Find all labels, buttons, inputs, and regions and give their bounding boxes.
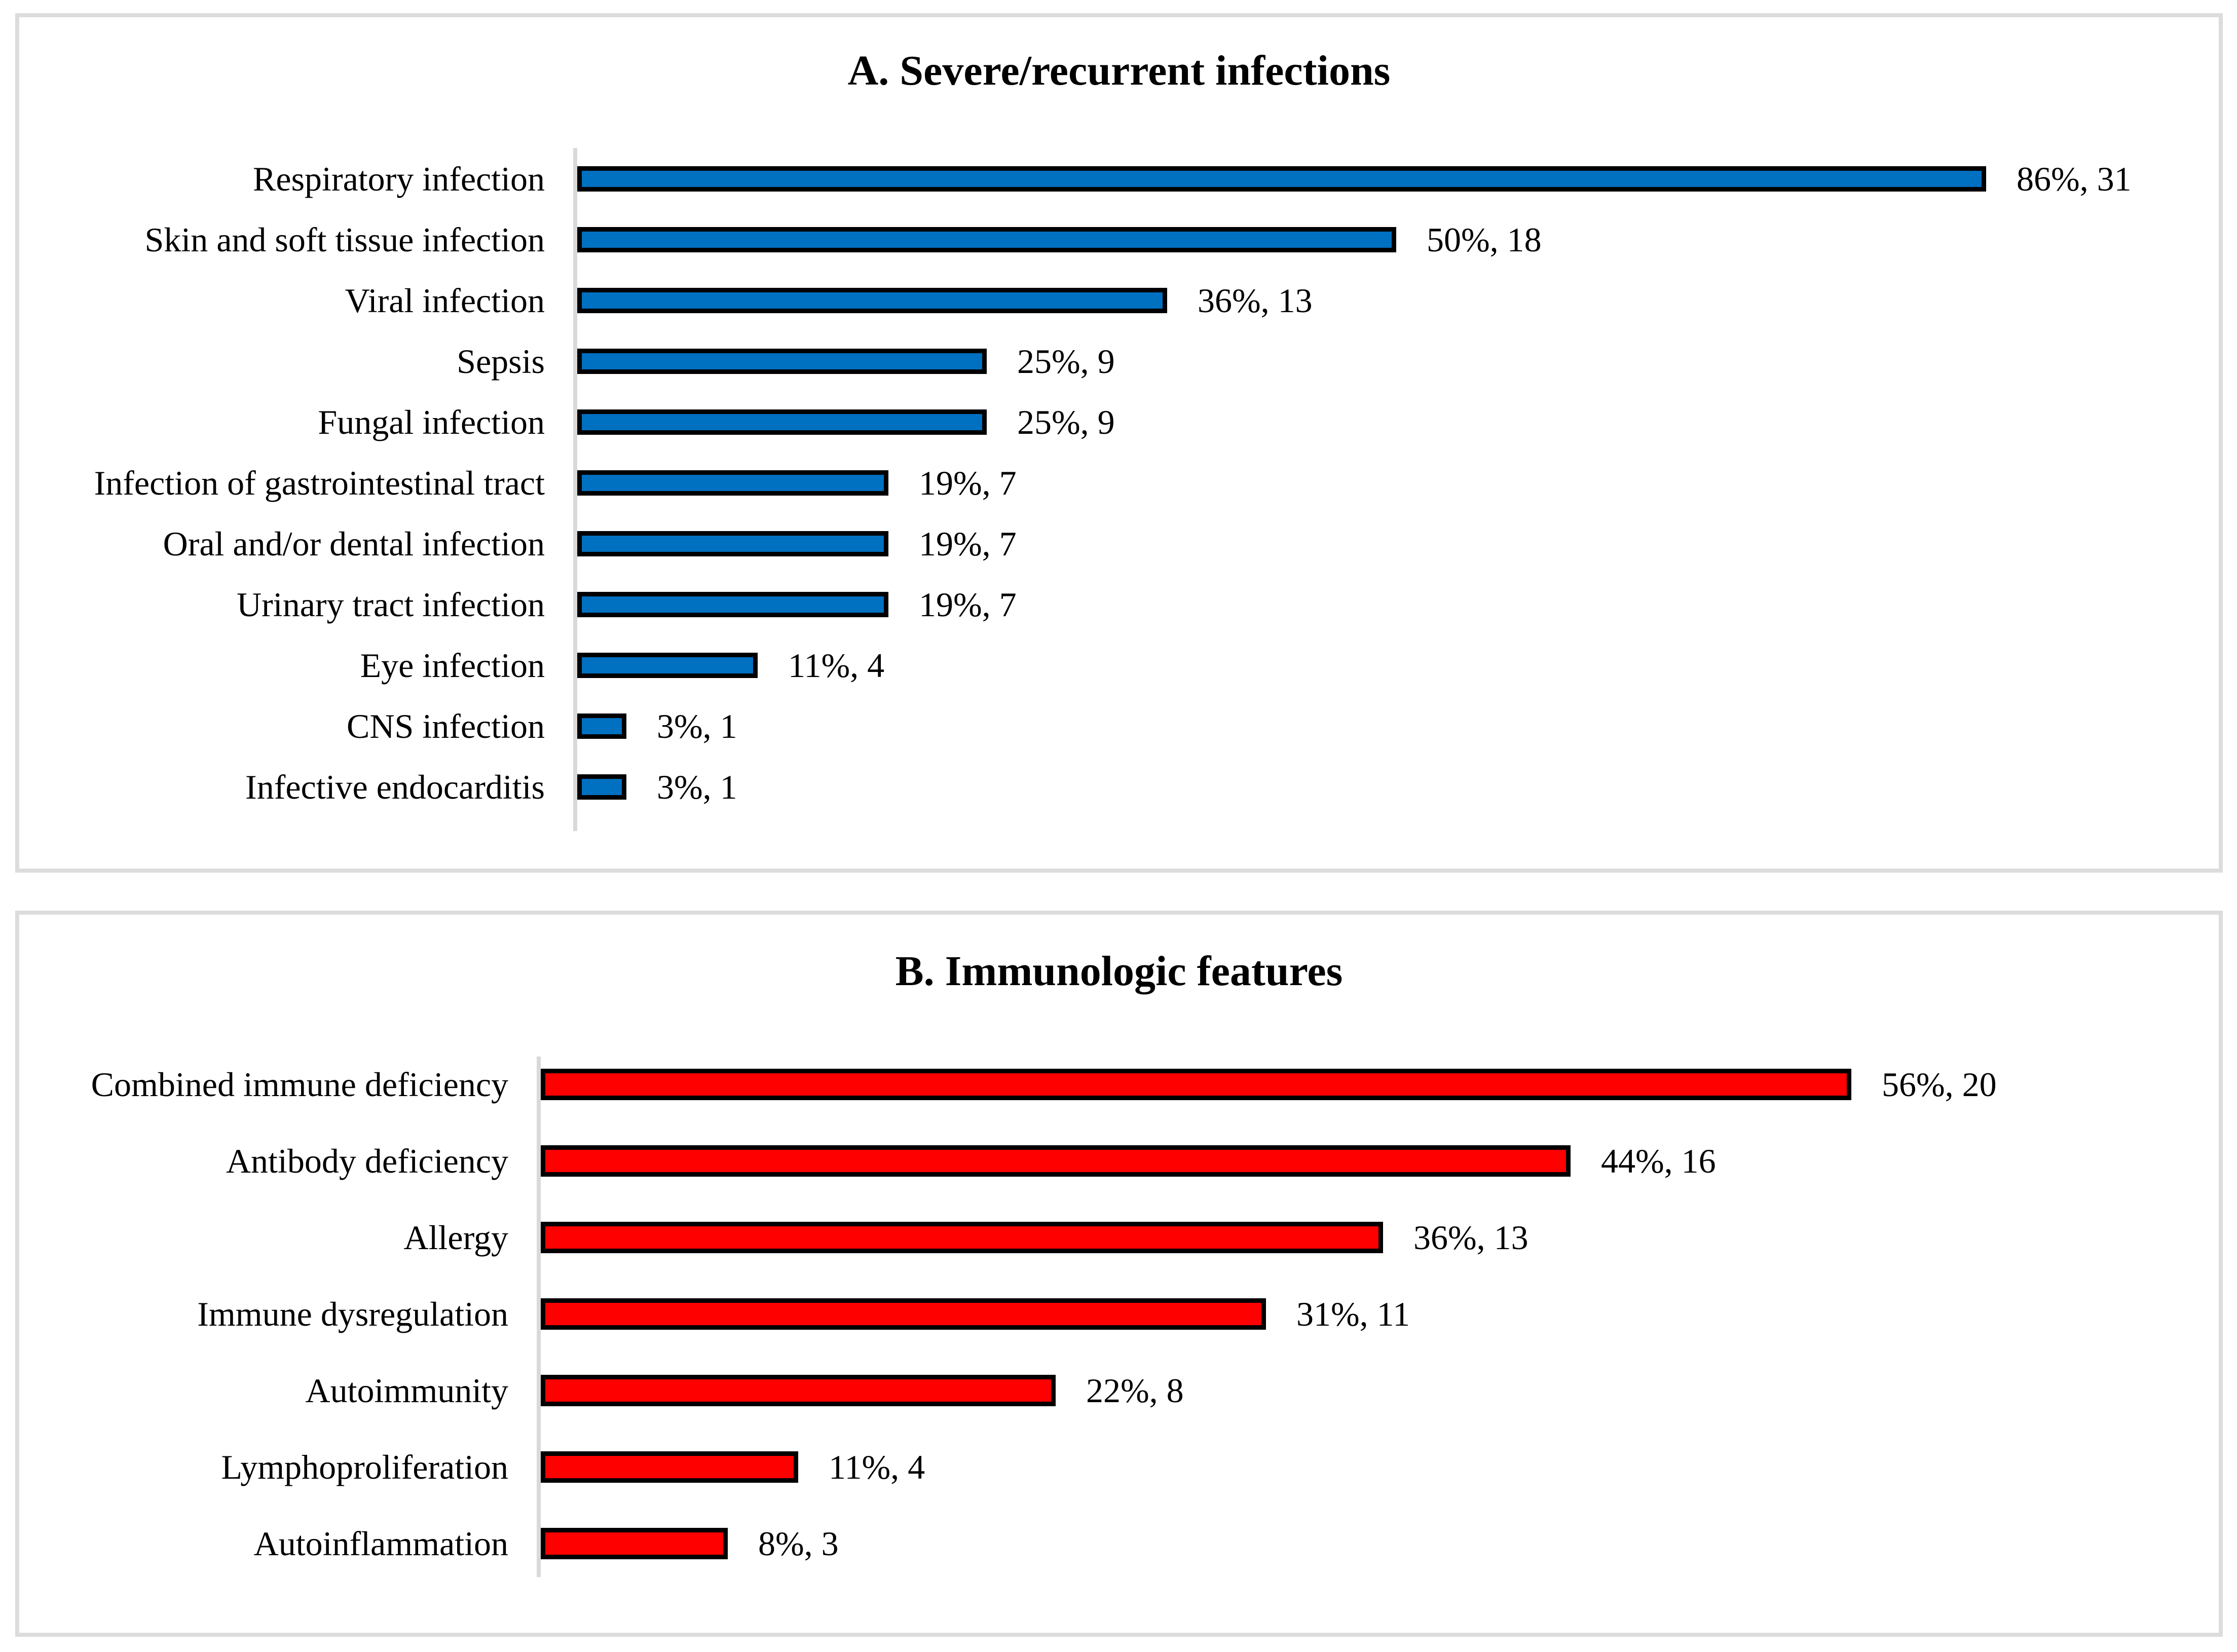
category-label: Fungal infection	[318, 403, 545, 441]
bar	[541, 1222, 1383, 1253]
category-label: CNS infection	[347, 707, 545, 745]
bar	[577, 653, 758, 678]
panel-a-plot-area: Respiratory infection 86%, 31 Skin and sof…	[19, 17, 2219, 869]
bar	[541, 1069, 1851, 1100]
value-label: 11%, 4	[829, 1448, 925, 1486]
value-label: 31%, 11	[1296, 1295, 1410, 1333]
bar	[541, 1528, 728, 1559]
value-label: 86%, 31	[2017, 160, 2132, 198]
bar	[541, 1451, 798, 1483]
category-label: Eye infection	[360, 646, 545, 685]
value-label: 25%, 9	[1017, 342, 1115, 381]
category-label: Viral infection	[345, 281, 545, 320]
panel-b-title: B. Immunologic features	[895, 948, 1343, 995]
bar	[577, 774, 626, 800]
value-label: 11%, 4	[788, 646, 885, 685]
value-label: 8%, 3	[758, 1524, 839, 1563]
panel-a-y-axis-line	[573, 148, 577, 831]
bar	[541, 1375, 1056, 1406]
bar	[577, 409, 987, 435]
category-label: Antibody deficiency	[226, 1142, 508, 1180]
bar	[577, 349, 987, 374]
category-label: Skin and soft tissue infection	[144, 220, 545, 259]
value-label: 19%, 7	[919, 585, 1017, 624]
value-label: 56%, 20	[1882, 1065, 1997, 1104]
panel-a-title: A. Severe/recurrent infections	[847, 47, 1391, 94]
category-label: Combined immune deficiency	[91, 1065, 508, 1104]
value-label: 3%, 1	[657, 768, 737, 806]
bar	[541, 1298, 1266, 1330]
value-label: 3%, 1	[657, 707, 737, 745]
panel-severe-recurrent-infections: A. Severe/recurrent infections Respirato…	[15, 13, 2223, 873]
value-label: 19%, 7	[919, 464, 1017, 502]
bar	[577, 592, 888, 617]
bar	[577, 227, 1396, 252]
category-label: Sepsis	[457, 342, 545, 381]
value-label: 50%, 18	[1427, 220, 1542, 259]
value-label: 19%, 7	[919, 524, 1017, 563]
category-label: Lymphoproliferation	[221, 1448, 508, 1486]
bar	[577, 288, 1167, 313]
panel-immunologic-features: B. Immunologic features Combined immune …	[15, 911, 2223, 1637]
bar	[577, 531, 888, 556]
category-label: Urinary tract infection	[237, 585, 545, 624]
value-label: 22%, 8	[1086, 1371, 1184, 1410]
bar	[577, 470, 888, 496]
category-label: Autoimmunity	[305, 1371, 508, 1410]
category-label: Autoinflammation	[253, 1524, 508, 1563]
bar	[541, 1145, 1571, 1177]
panel-b-plot-area: Combined immune deficiency 56%, 20 Antibod…	[19, 915, 2219, 1633]
category-label: Allergy	[403, 1218, 509, 1257]
category-label: Oral and/or dental infection	[163, 524, 545, 563]
value-label: 36%, 13	[1413, 1218, 1528, 1257]
value-label: 44%, 16	[1601, 1142, 1716, 1180]
bar	[577, 714, 626, 739]
category-label: Respiratory infection	[253, 160, 545, 198]
panel-b-y-axis-line	[537, 1057, 541, 1577]
bar	[577, 166, 1986, 192]
category-label: Immune dysregulation	[197, 1295, 508, 1333]
value-label: 36%, 13	[1198, 281, 1313, 320]
category-label: Infection of gastrointestinal tract	[94, 464, 545, 502]
value-label: 25%, 9	[1017, 403, 1115, 441]
category-label: Infective endocarditis	[245, 768, 545, 806]
